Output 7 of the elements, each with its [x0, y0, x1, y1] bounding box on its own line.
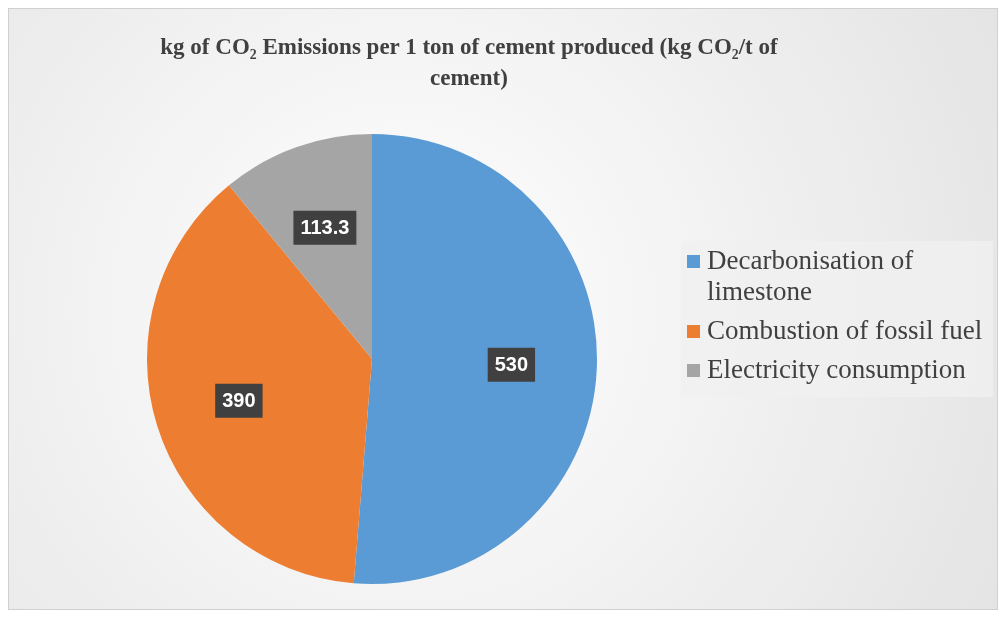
data-label: 530	[494, 353, 529, 376]
legend-label: Decarbonisation of limestone	[707, 245, 915, 307]
legend-label: Electricity consumption	[707, 354, 966, 385]
legend-label: Combustion of fossil fuel	[707, 315, 983, 346]
chart-title: kg of CO₂ Emissions per 1 ton of cement produced (kg CO₂/t of cement)	[159, 33, 779, 92]
data-label: 113.3	[300, 216, 350, 239]
data-label: 390	[222, 389, 256, 412]
